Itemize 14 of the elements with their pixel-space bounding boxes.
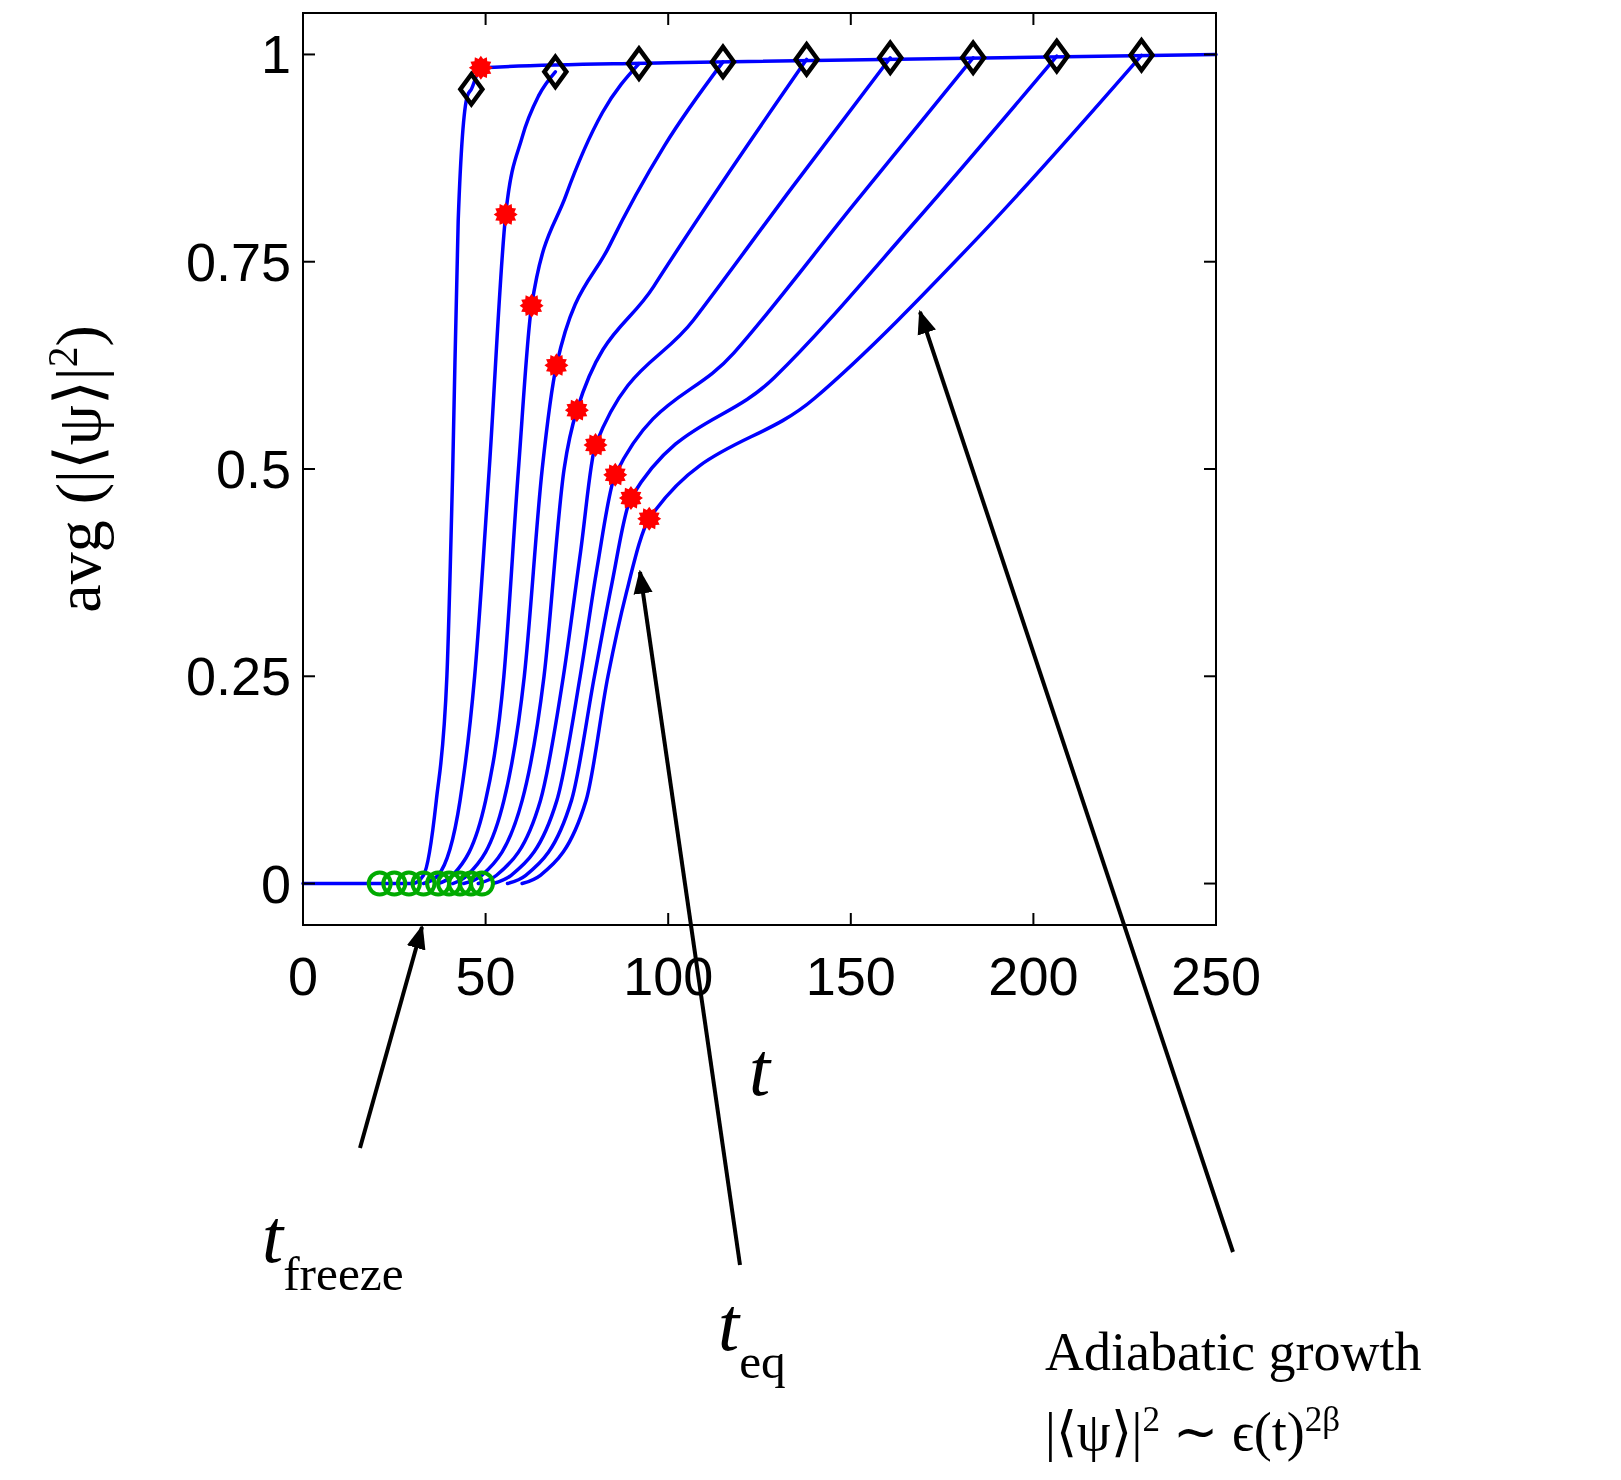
x-tick-label: 200 [988,946,1079,1006]
x-tick-label: 250 [1170,946,1262,1006]
text: |⟨ψ⟩|$^{2}$ ∼ ϵ(t)$^{2β}$ [1045,1399,1341,1462]
x-axis-title: t [748,1027,772,1111]
text: Adiabatic growth [1045,1322,1422,1382]
y-tick-label: 0.5 [215,439,291,499]
x-tick-label: 150 [805,946,896,1006]
y-tick-label: 0.25 [185,646,291,707]
y-tick-label: 1 [260,24,291,85]
text: t$_{freeze}$ [262,1194,404,1301]
text: t$_{eq}$ [718,1282,786,1389]
x-tick-label: 50 [455,946,516,1006]
y-tick-label: 0.75 [185,231,291,292]
y-tick-label: 0 [260,853,291,914]
